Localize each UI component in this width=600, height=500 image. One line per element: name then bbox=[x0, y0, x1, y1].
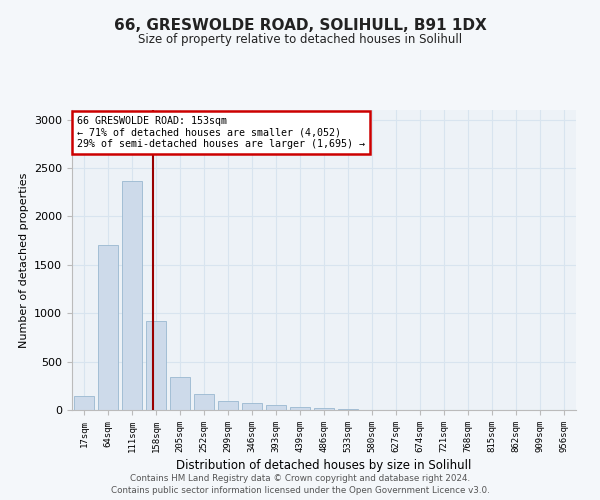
Bar bbox=[338, 409, 358, 410]
Bar bbox=[74, 396, 94, 410]
Text: Contains HM Land Registry data © Crown copyright and database right 2024.: Contains HM Land Registry data © Crown c… bbox=[130, 474, 470, 483]
Bar bbox=[194, 394, 214, 410]
Text: 66, GRESWOLDE ROAD, SOLIHULL, B91 1DX: 66, GRESWOLDE ROAD, SOLIHULL, B91 1DX bbox=[113, 18, 487, 32]
Text: 66 GRESWOLDE ROAD: 153sqm
← 71% of detached houses are smaller (4,052)
29% of se: 66 GRESWOLDE ROAD: 153sqm ← 71% of detac… bbox=[77, 116, 365, 149]
Bar bbox=[266, 405, 286, 410]
Bar bbox=[122, 180, 142, 410]
Y-axis label: Number of detached properties: Number of detached properties bbox=[19, 172, 29, 348]
Bar bbox=[218, 402, 238, 410]
Bar bbox=[290, 406, 310, 410]
Text: Size of property relative to detached houses in Solihull: Size of property relative to detached ho… bbox=[138, 32, 462, 46]
Bar bbox=[170, 377, 190, 410]
Bar bbox=[98, 246, 118, 410]
X-axis label: Distribution of detached houses by size in Solihull: Distribution of detached houses by size … bbox=[176, 459, 472, 472]
Text: Contains public sector information licensed under the Open Government Licence v3: Contains public sector information licen… bbox=[110, 486, 490, 495]
Bar bbox=[146, 321, 166, 410]
Bar bbox=[314, 408, 334, 410]
Bar bbox=[242, 402, 262, 410]
